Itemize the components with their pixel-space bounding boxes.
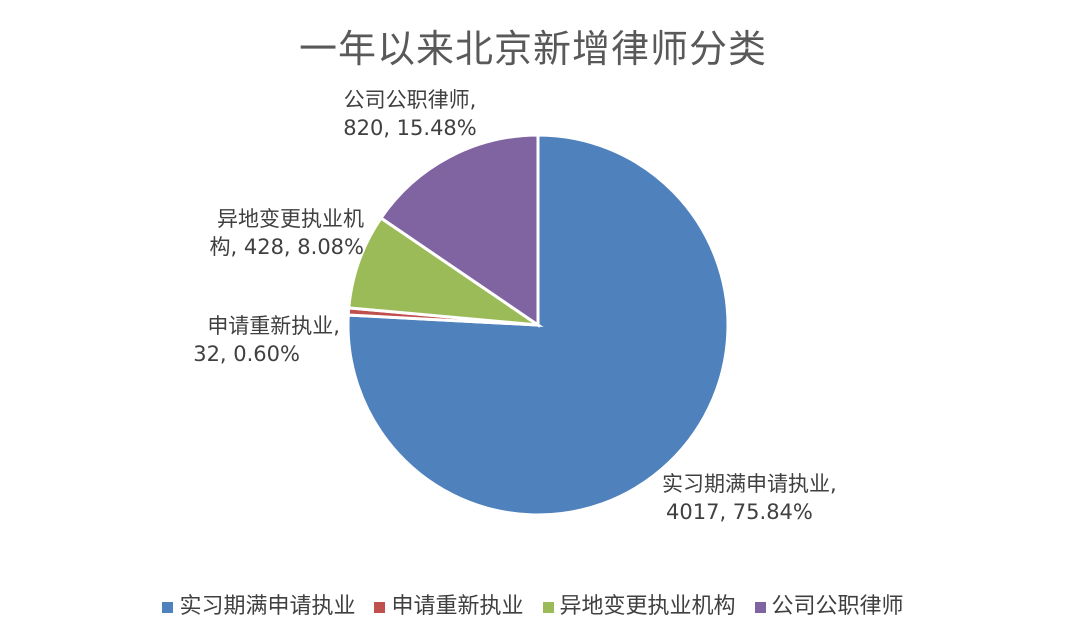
data-label-slice-1: 申请重新执业, 32, 0.60% xyxy=(160,312,340,368)
data-label-line: 公司公职律师, xyxy=(343,88,477,112)
legend-label: 实习期满申请执业 xyxy=(179,594,356,619)
legend-item: 申请重新执业 xyxy=(374,588,524,620)
data-label-line: 实习期满申请执业, xyxy=(662,472,837,496)
legend-item: 公司公职律师 xyxy=(754,588,904,620)
legend-label: 申请重新执业 xyxy=(391,594,524,619)
legend-swatch xyxy=(754,601,766,613)
legend-item: 异地变更执业机构 xyxy=(542,588,736,620)
data-label-line: 申请重新执业, xyxy=(207,314,340,338)
legend-label: 公司公职律师 xyxy=(771,594,904,619)
pie-slice-2 xyxy=(347,215,544,328)
pie-slice-3 xyxy=(378,133,540,328)
legend-swatch xyxy=(542,601,554,613)
legend-swatch xyxy=(374,601,386,613)
data-label-line: 820, 15.48% xyxy=(343,116,477,140)
data-label-slice-2: 异地变更执业机 构, 428, 8.08% xyxy=(186,205,365,261)
data-label-line: 异地变更执业机 xyxy=(217,207,364,231)
data-label-line: 构, 428, 8.08% xyxy=(209,235,365,259)
chart-title: 一年以来北京新增律师分类 xyxy=(298,27,767,71)
legend-swatch xyxy=(162,601,174,613)
legend-label: 异地变更执业机构 xyxy=(559,594,736,619)
data-label-line: 4017, 75.84% xyxy=(666,500,813,524)
data-label-slice-3: 公司公职律师, 820, 15.48% xyxy=(310,86,510,142)
data-label-line: 32, 0.60% xyxy=(193,342,300,366)
data-label-slice-0: 实习期满申请执业, 4017, 75.84% xyxy=(662,470,837,526)
legend-item: 实习期满申请执业 xyxy=(162,588,355,620)
legend: 实习期满申请执业 申请重新执业 异地变更执业机构 公司公职律师 xyxy=(0,588,1066,620)
